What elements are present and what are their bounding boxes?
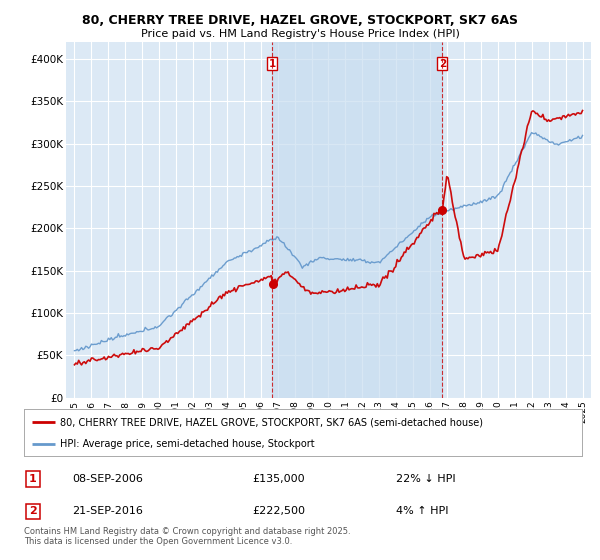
Text: 1: 1 bbox=[269, 59, 276, 69]
Text: 21-SEP-2016: 21-SEP-2016 bbox=[72, 506, 143, 516]
Text: 08-SEP-2006: 08-SEP-2006 bbox=[72, 474, 143, 484]
Text: 80, CHERRY TREE DRIVE, HAZEL GROVE, STOCKPORT, SK7 6AS (semi-detached house): 80, CHERRY TREE DRIVE, HAZEL GROVE, STOC… bbox=[60, 417, 483, 427]
Text: HPI: Average price, semi-detached house, Stockport: HPI: Average price, semi-detached house,… bbox=[60, 438, 315, 449]
Text: 2: 2 bbox=[29, 506, 37, 516]
Text: 1: 1 bbox=[29, 474, 37, 484]
Text: 22% ↓ HPI: 22% ↓ HPI bbox=[396, 474, 455, 484]
Text: £222,500: £222,500 bbox=[252, 506, 305, 516]
Text: 2: 2 bbox=[439, 59, 446, 69]
Text: 80, CHERRY TREE DRIVE, HAZEL GROVE, STOCKPORT, SK7 6AS: 80, CHERRY TREE DRIVE, HAZEL GROVE, STOC… bbox=[82, 14, 518, 27]
Text: Price paid vs. HM Land Registry's House Price Index (HPI): Price paid vs. HM Land Registry's House … bbox=[140, 29, 460, 39]
Text: Contains HM Land Registry data © Crown copyright and database right 2025.
This d: Contains HM Land Registry data © Crown c… bbox=[24, 526, 350, 546]
Text: £135,000: £135,000 bbox=[252, 474, 305, 484]
Bar bbox=[272, 42, 442, 398]
Text: 4% ↑ HPI: 4% ↑ HPI bbox=[396, 506, 449, 516]
